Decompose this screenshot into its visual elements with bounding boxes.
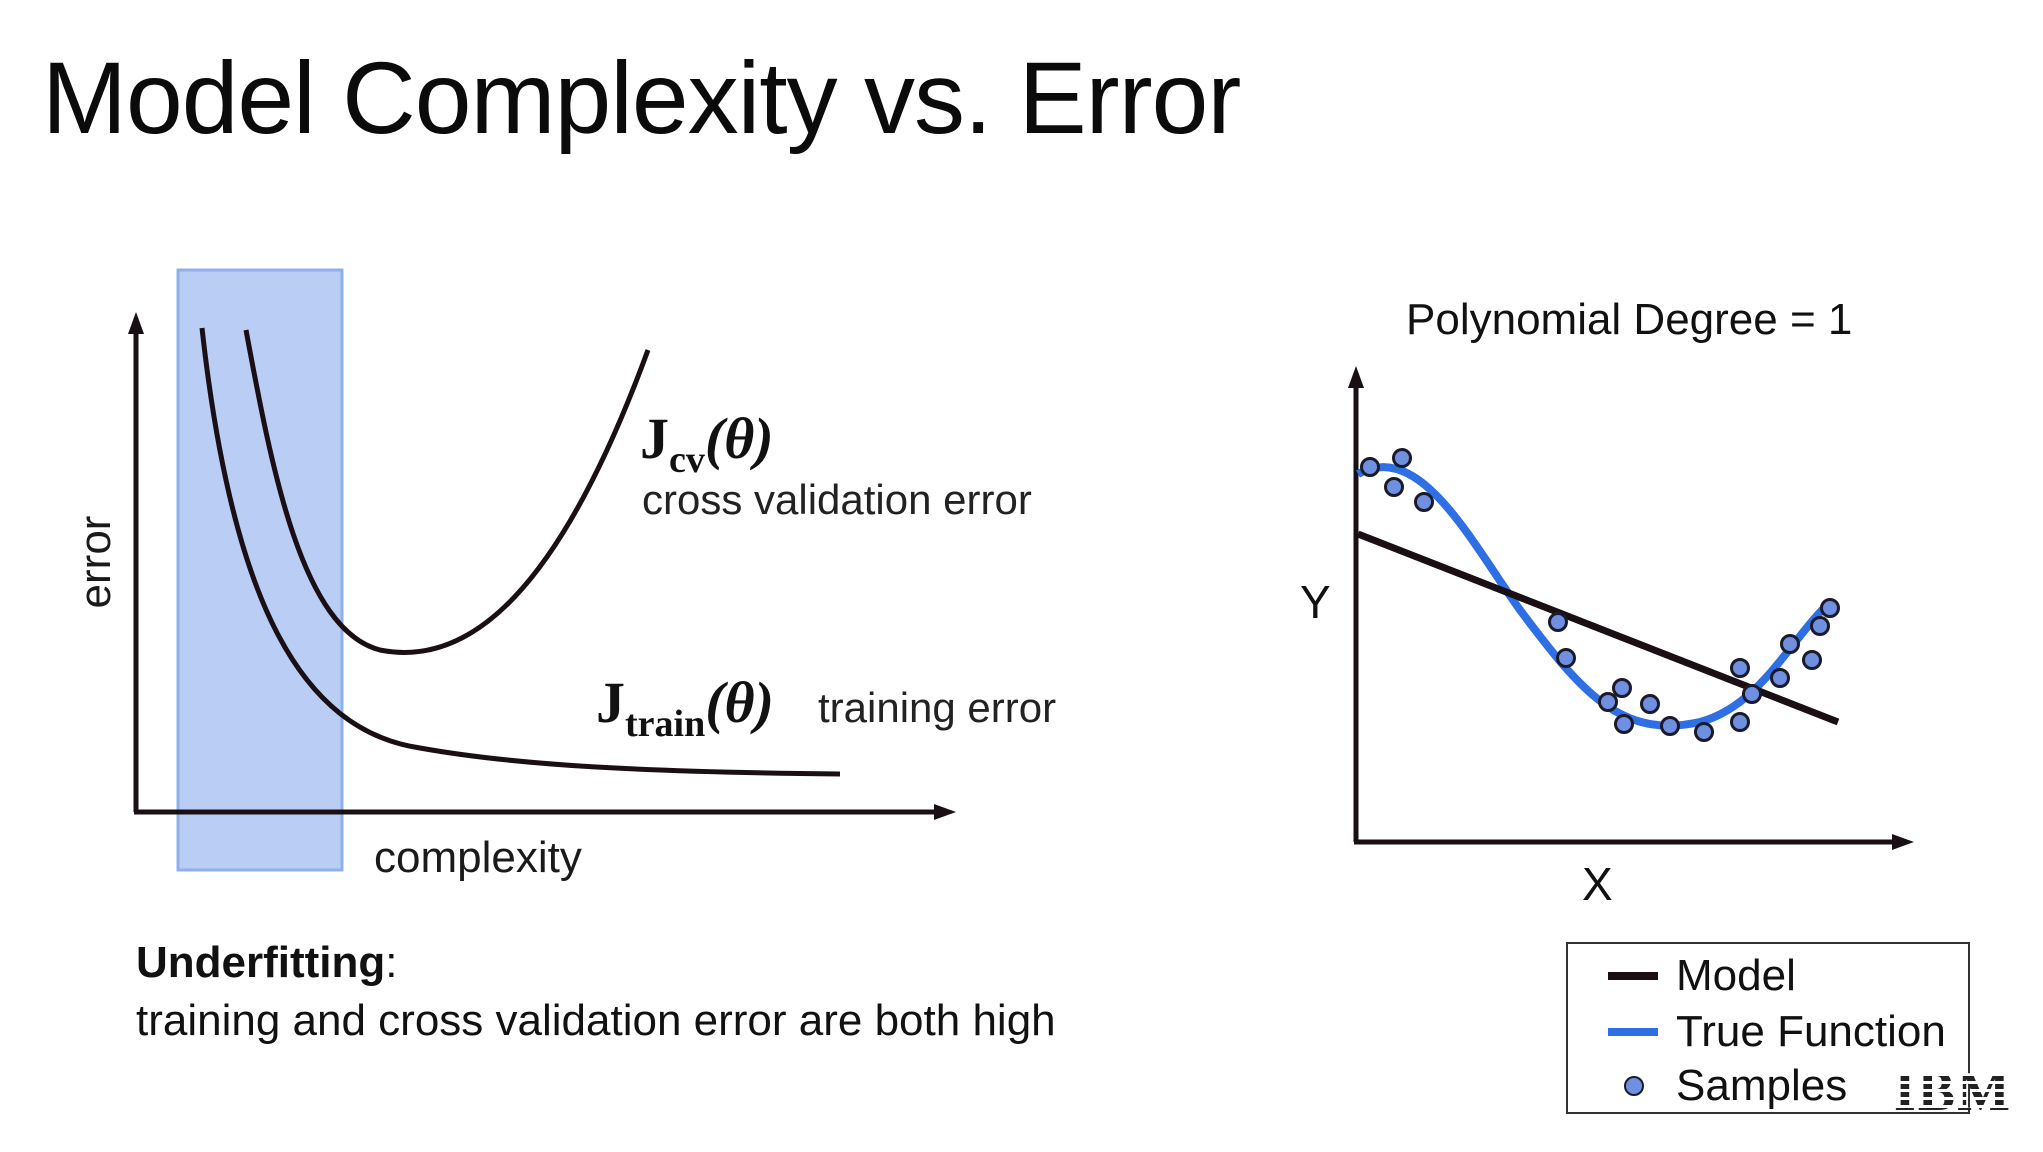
legend-label: Model (1676, 951, 1796, 1000)
x-axis-label: X (1582, 858, 1613, 910)
complexity-axis-arrow (934, 804, 956, 820)
polynomial-plot-title: Polynomial Degree = 1 (1406, 295, 1852, 344)
training-error-description: training error (818, 684, 1056, 731)
sample-point (1730, 658, 1750, 678)
sample-point (1802, 650, 1822, 670)
x-axis-arrow (1892, 834, 1914, 850)
sample-point (1780, 634, 1800, 654)
caption-heading-line: Underfitting: (136, 934, 1056, 992)
legend-label: True Function (1676, 1007, 1946, 1056)
sample-point (1660, 716, 1680, 736)
sample-point (1694, 722, 1714, 742)
error-axis-label: error (71, 516, 120, 609)
page-title: Model Complexity vs. Error (42, 41, 1241, 155)
sample-point (1770, 668, 1790, 688)
sample-point (1384, 477, 1404, 497)
sample-point (1612, 678, 1632, 698)
sample-point (1598, 692, 1618, 712)
sample-point (1614, 714, 1634, 734)
sample-point (1820, 598, 1840, 618)
cv-error-symbol: Jcv(θ) (640, 406, 774, 481)
sample-point (1640, 694, 1660, 714)
sample-point (1414, 492, 1434, 512)
underfitting-caption: Underfitting: training and cross validat… (136, 934, 1056, 1050)
sample-point (1742, 684, 1762, 704)
caption-heading: Underfitting (136, 938, 386, 987)
true-function-curve (1356, 463, 1833, 730)
sample-point (1556, 648, 1576, 668)
training-error-curve (199, 327, 841, 777)
sample-point (1730, 712, 1750, 732)
training-error-symbol: Jtrain(θ) (596, 670, 774, 745)
sample-point (1810, 616, 1830, 636)
legend: Model True Function Samples (1566, 942, 1970, 1114)
samples (1360, 448, 1840, 742)
underfitting-highlight-region (176, 268, 344, 872)
sample-point (1548, 612, 1568, 632)
caption-text: training and cross validation error are … (136, 996, 1056, 1045)
sample-point (1360, 457, 1380, 477)
error-axis-arrow (128, 312, 144, 334)
y-axis-label: Y (1300, 576, 1331, 628)
model-line (1356, 530, 1840, 726)
complexity-axis-label: complexity (374, 833, 582, 882)
y-axis-arrow (1348, 366, 1364, 388)
sample-point (1392, 448, 1412, 468)
cv-error-curve (243, 329, 651, 655)
legend-label: Samples (1676, 1061, 1848, 1110)
model-swatch (1608, 972, 1658, 980)
caption-colon: : (385, 938, 398, 987)
ibm-logo: IBM (1894, 1061, 2012, 1123)
samples-swatch (1624, 1076, 1644, 1096)
true-function-swatch (1608, 1028, 1658, 1036)
cv-error-description: cross validation error (642, 476, 1032, 523)
